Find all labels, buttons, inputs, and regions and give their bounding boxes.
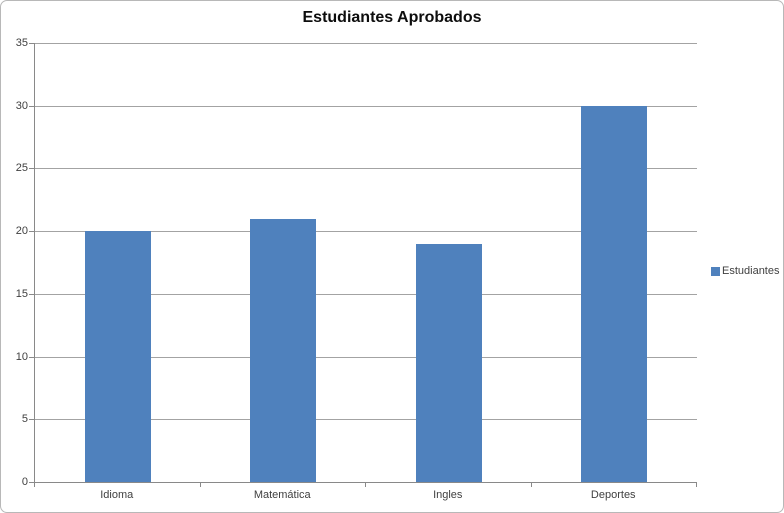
plot-area bbox=[34, 43, 697, 483]
y-axis-tick-15 bbox=[29, 293, 34, 295]
y-axis-tick-0 bbox=[29, 482, 34, 483]
y-axis-tick-10 bbox=[29, 356, 34, 358]
x-axis-tick-2 bbox=[365, 483, 366, 487]
legend-label: Estudiantes bbox=[722, 265, 780, 277]
x-axis-label-deportes: Deportes bbox=[590, 489, 636, 501]
y-axis-label-0: 0 bbox=[21, 476, 28, 488]
gridline-25 bbox=[35, 168, 697, 170]
gridline-5 bbox=[35, 419, 697, 421]
gridline-10 bbox=[35, 356, 697, 358]
y-axis-label-30: 30 bbox=[15, 99, 28, 112]
bar-deportes bbox=[581, 106, 647, 482]
x-axis-tick-0 bbox=[34, 483, 35, 487]
bar-matematica bbox=[250, 219, 316, 482]
y-axis-tick-35 bbox=[29, 43, 34, 44]
y-axis-tick-30 bbox=[29, 105, 34, 107]
legend-swatch-estudiantes bbox=[711, 266, 720, 276]
gridline-15 bbox=[35, 293, 697, 295]
y-axis-label-20: 20 bbox=[15, 225, 28, 238]
x-axis-tick-4 bbox=[696, 483, 697, 487]
y-axis-label-35: 35 bbox=[15, 37, 28, 49]
x-axis-label-matematica: Matemática bbox=[253, 489, 311, 501]
gridline-20 bbox=[35, 231, 697, 233]
bar-ingles bbox=[416, 244, 482, 482]
legend: Estudiantes bbox=[711, 265, 779, 277]
chart-title: Estudiantes Aprobados bbox=[302, 9, 482, 26]
gridline-35 bbox=[35, 43, 697, 44]
y-axis-label-25: 25 bbox=[15, 162, 28, 175]
x-axis-label-ingles: Ingles bbox=[433, 489, 463, 501]
y-axis-label-5: 5 bbox=[21, 413, 28, 426]
bar-idioma bbox=[85, 231, 151, 482]
y-axis-tick-20 bbox=[29, 231, 34, 233]
y-axis-label-15: 15 bbox=[15, 287, 28, 300]
y-axis-tick-25 bbox=[29, 168, 34, 170]
y-axis-tick-5 bbox=[29, 419, 34, 421]
gridline-30 bbox=[35, 105, 697, 107]
x-axis-tick-1 bbox=[200, 483, 201, 487]
y-axis-label-10: 10 bbox=[15, 350, 28, 363]
x-axis-tick-3 bbox=[531, 483, 532, 487]
x-axis-label-idioma: Idioma bbox=[100, 489, 134, 501]
